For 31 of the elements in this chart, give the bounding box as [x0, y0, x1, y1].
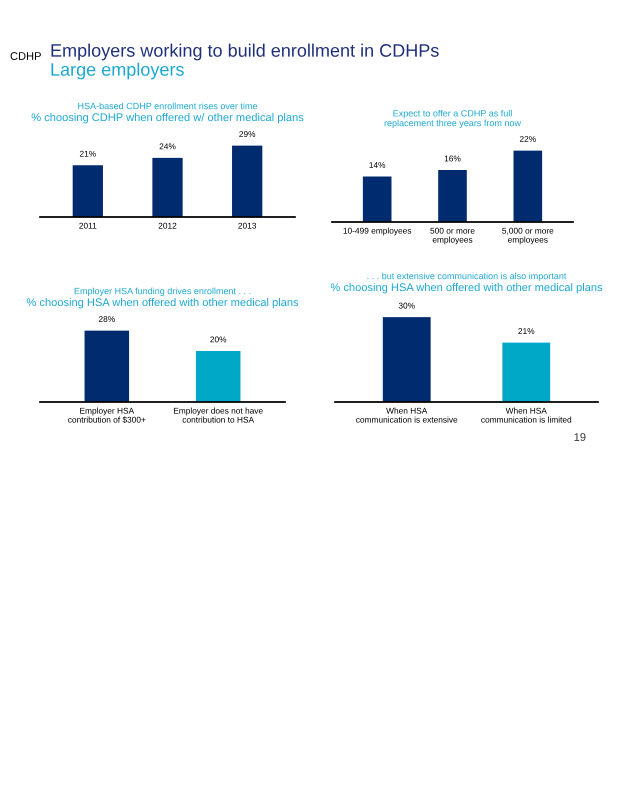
data-label: 20% — [210, 336, 226, 342]
x-tick-label: Employer does not have contribution to HSA — [174, 408, 263, 423]
chart-title: Expect to offer a CDHP as full replacement three years from now — [384, 110, 522, 128]
chart-subtitle: % choosing HSA when offered with other medical plans — [330, 283, 602, 294]
text: CDHP — [10, 52, 41, 60]
data-label: 21% — [80, 150, 96, 157]
data-label: 16% — [444, 156, 461, 162]
text: Large employers — [51, 62, 184, 80]
x-tick-label: 2011 — [79, 222, 96, 229]
x-tick-label: 2013 — [238, 222, 256, 229]
data-label: 24% — [160, 143, 176, 150]
chart-title: . . . but extensive communication is also important — [367, 272, 566, 281]
text: Employers working to build enrollment in CDHPs — [51, 44, 439, 60]
x-tick-label: 500 or more employees — [430, 228, 475, 244]
x-tick-label: 10-499 employees — [344, 228, 412, 236]
chart-title: HSA-based CDHP enrollment rises over time — [78, 102, 258, 110]
data-label: 28% — [98, 316, 115, 322]
chart-subtitle: % choosing CDHP when offered w/ other medical plans — [32, 113, 304, 124]
x-tick-label: When HSA communication is extensive — [356, 408, 458, 423]
data-label: 30% — [398, 302, 415, 309]
data-label: 21% — [518, 328, 534, 334]
chart-title: Employer HSA funding drives enrollment . . . — [74, 288, 250, 296]
x-tick-label: 5,000 or more employees — [502, 228, 554, 244]
text: 19 — [574, 433, 586, 441]
x-tick-label: 2012 — [158, 222, 176, 229]
data-label: 22% — [520, 136, 536, 142]
x-tick-label: Employer HSA contribution of $300+ — [68, 408, 146, 424]
chart-subtitle: % choosing HSA when offered with other medical plans — [26, 298, 298, 308]
data-label: 29% — [239, 131, 256, 137]
x-tick-label: When HSA communication is limited — [481, 408, 572, 423]
data-label: 14% — [369, 162, 386, 168]
